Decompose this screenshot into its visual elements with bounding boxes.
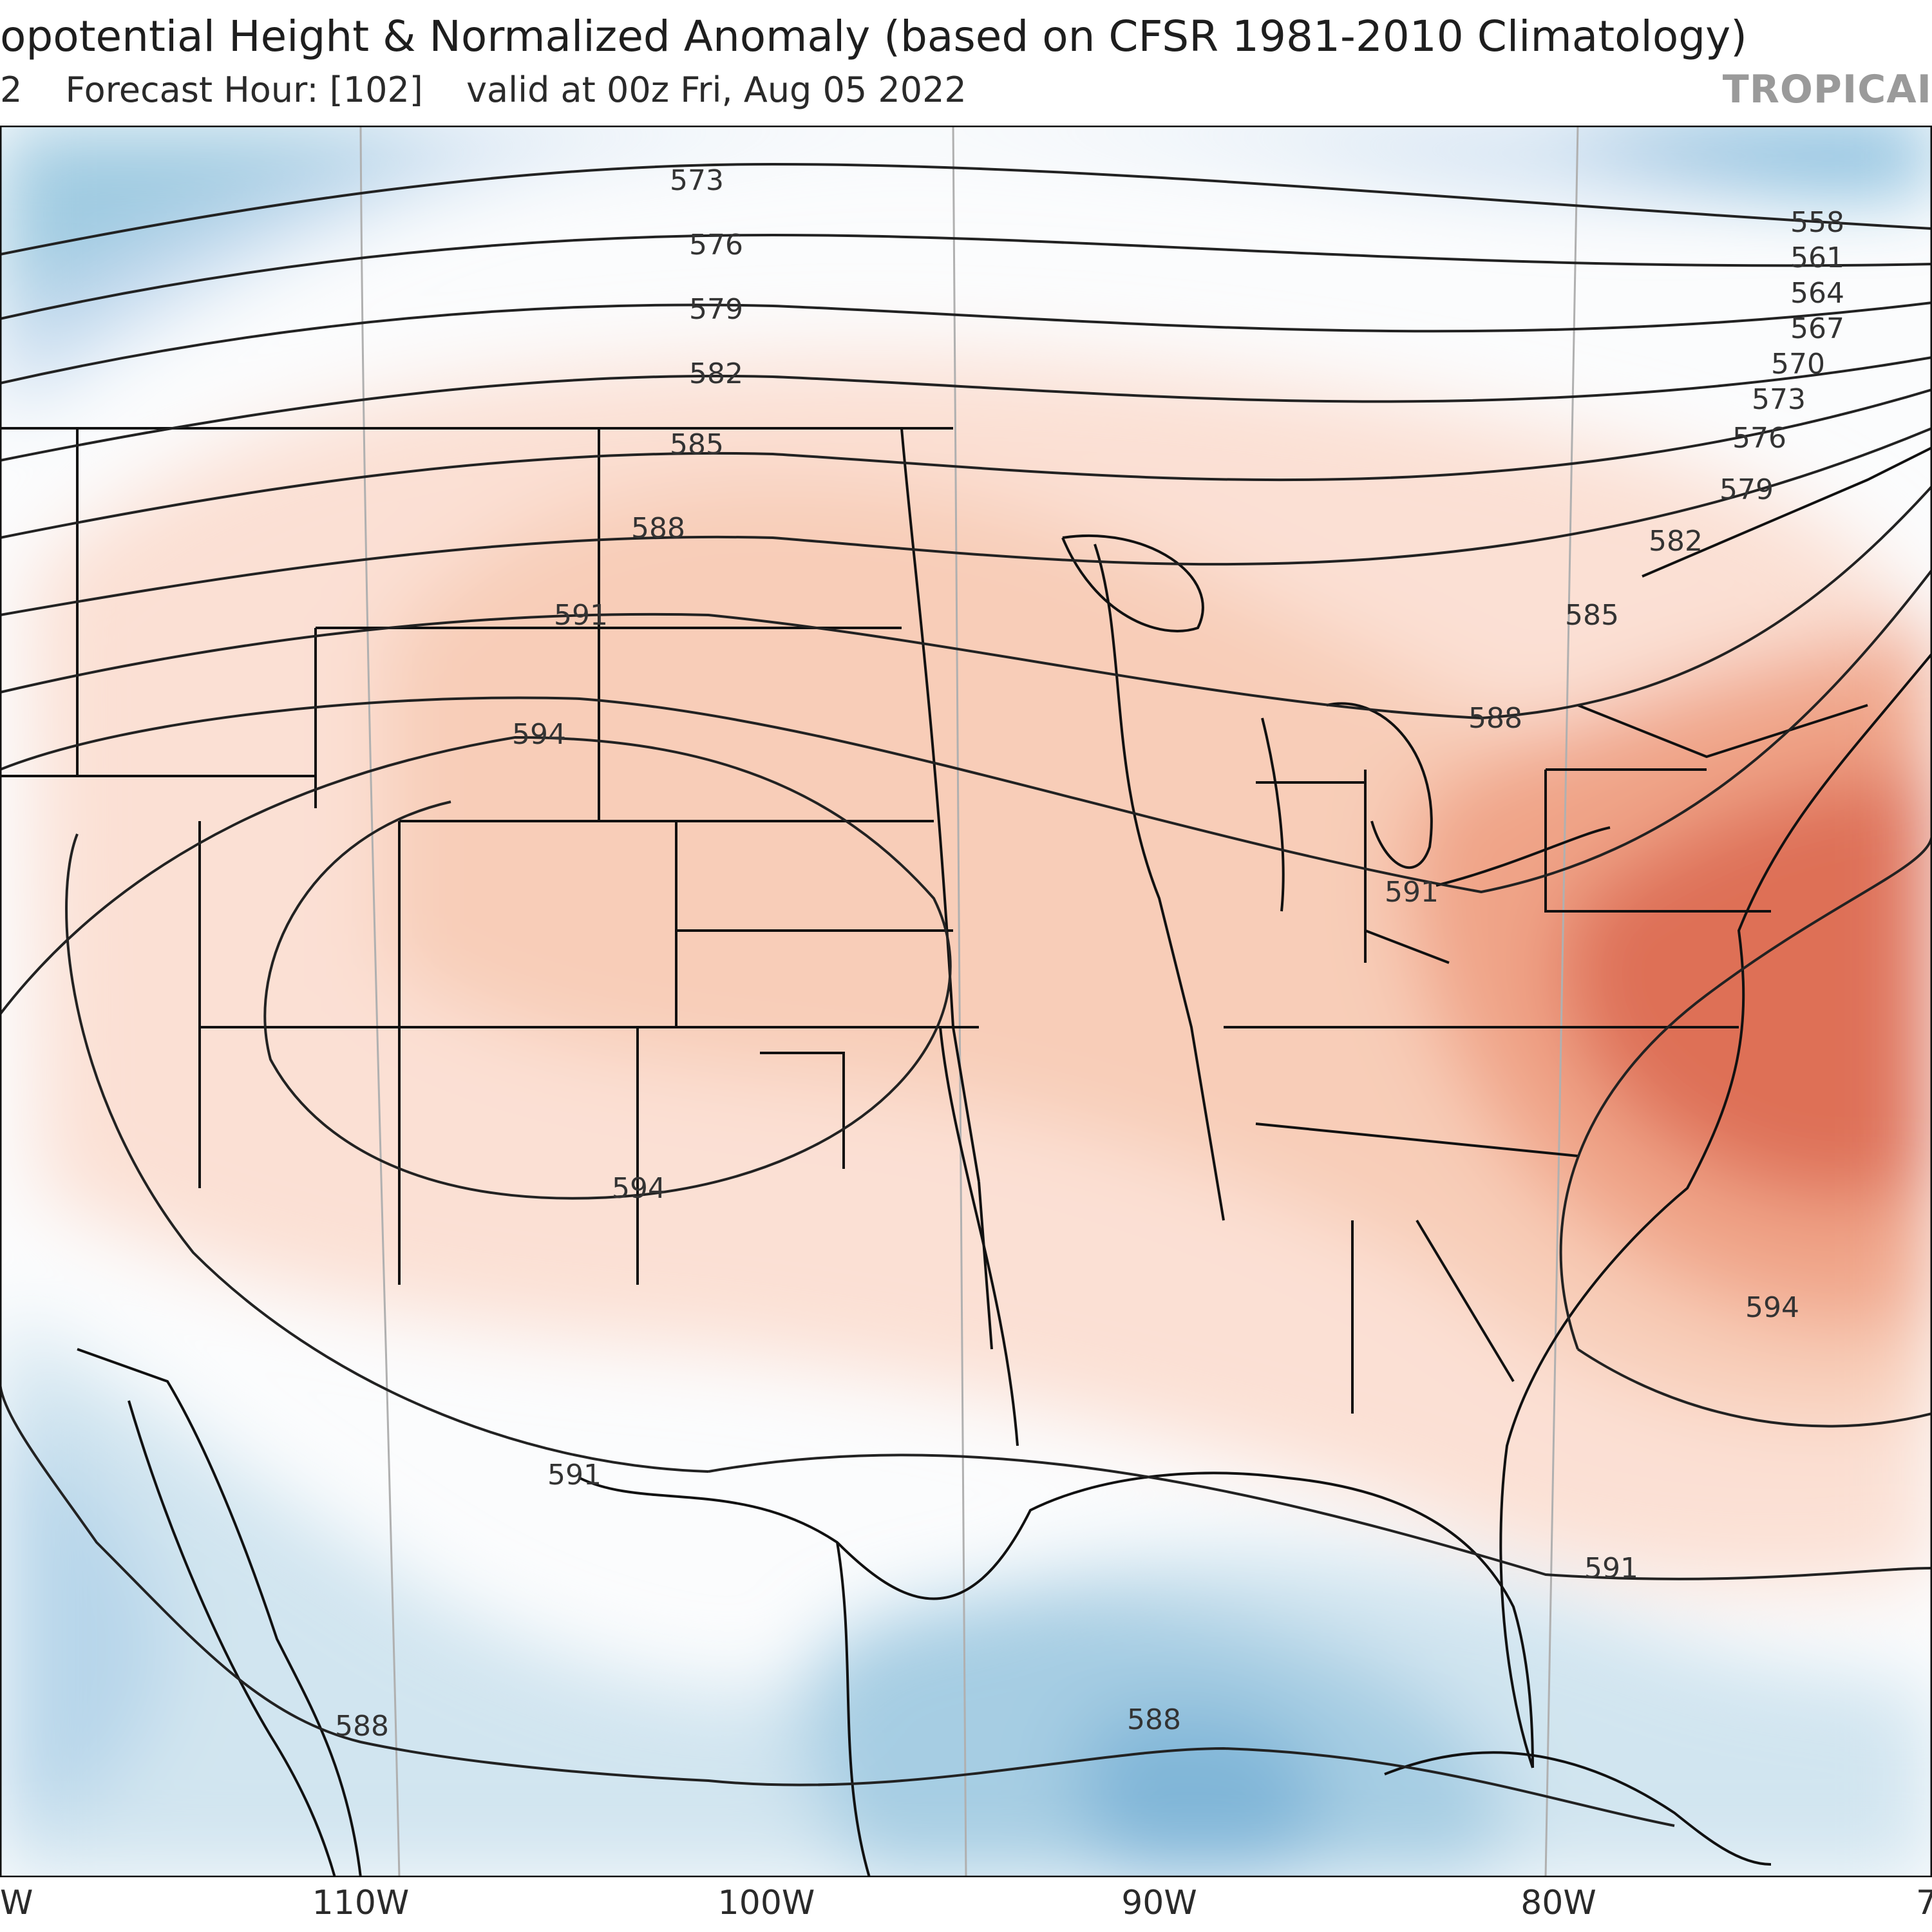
contour-label: 558 [1790,206,1844,239]
longitude-tick: W [0,1884,33,1922]
brand-watermark: TROPICAI [1722,67,1932,112]
contour-label: 588 [335,1710,389,1743]
contour-label: 561 [1790,242,1844,274]
anomaly-shading [0,126,1932,1877]
contour-label: 573 [1752,383,1806,416]
contour-label: 588 [1468,702,1522,735]
contour-label: 594 [1745,1291,1799,1324]
borders [0,427,1932,1877]
contour-label: 594 [512,718,566,751]
contour-label: 579 [689,293,743,326]
anomaly-map: 573 576 579 582 585 588 591 594 594 591 … [0,126,1932,1877]
contour-label: 588 [1127,1703,1181,1736]
contour-label: 579 [1719,473,1774,506]
longitude-tick: 7 [1916,1884,1932,1922]
contour-label: 591 [547,1459,601,1492]
contour-label: 591 [1385,876,1439,909]
longitude-tick: 100W [717,1884,815,1922]
contour-label: 576 [689,229,743,261]
longitude-tick: 80W [1520,1884,1596,1922]
contour-label: 594 [612,1172,666,1205]
contour-label: 582 [1649,525,1703,558]
contour-label: 570 [1771,348,1825,381]
map-title: opotential Height & Normalized Anomaly (… [0,12,1747,61]
contour-label: 573 [670,164,724,197]
contour-label: 585 [670,428,724,461]
longitude-tick: 110W [312,1884,410,1922]
init-fragment: 2 [0,70,23,110]
contour-label: 576 [1732,422,1786,455]
forecast-hour: Forecast Hour: [102] [65,70,423,110]
contour-label: 591 [1584,1552,1638,1585]
contour-label: 585 [1565,599,1619,632]
forecast-info: 2 Forecast Hour: [102] valid at 00z Fri,… [0,70,999,110]
contour-label: 591 [554,599,608,632]
contour-label: 588 [631,512,685,545]
contour-labels: 573 576 579 582 585 588 591 594 594 591 … [335,164,1844,1743]
longitude-tick: 90W [1121,1884,1197,1922]
contour-label: 582 [689,357,743,390]
valid-time: valid at 00z Fri, Aug 05 2022 [466,70,967,110]
contour-label: 564 [1790,277,1844,310]
height-contours [0,162,1932,1827]
contour-label: 567 [1790,312,1844,345]
